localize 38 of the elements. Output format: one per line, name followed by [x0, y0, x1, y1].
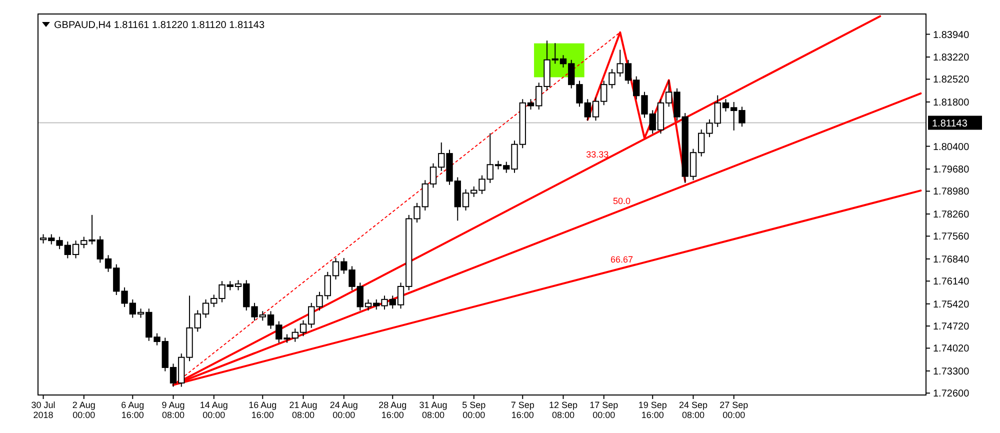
- series-label: 66.67: [610, 254, 634, 264]
- y-tick-label: 1.78980: [933, 186, 970, 198]
- ref-line-label: 1.81143: [932, 118, 968, 130]
- y-tick-label: 1.75420: [933, 299, 970, 310]
- x-tick-label: 16 Aug 16:00: [248, 400, 277, 420]
- y-tick-label: 1.73300: [933, 366, 970, 378]
- x-tick-label: 27 Sep 00:00: [720, 400, 748, 420]
- x-tick-label: 21 Aug 08:00: [289, 400, 318, 420]
- x-tick-label: 31 Aug 08:00: [419, 400, 448, 420]
- x-tick-label: 6 Aug 16:00: [121, 400, 144, 420]
- y-tick-label: 1.76140: [933, 276, 970, 288]
- x-tick-label: 24 Sep 08:00: [678, 400, 708, 420]
- x-tick-label: 12 Sep 08:00: [548, 400, 578, 420]
- y-tick-label: 1.80400: [933, 142, 970, 153]
- x-tick-label: 19 Sep 16:00: [638, 400, 667, 420]
- x-tick-label: 24 Aug 00:00: [330, 400, 358, 420]
- y-tick-label: 1.77560: [933, 232, 970, 243]
- series-label: 33.33: [586, 150, 609, 160]
- x-tick-label: 14 Aug 00:00: [200, 400, 228, 420]
- y-tick-label: 1.81800: [933, 97, 970, 108]
- y-tick-label: 1.82520: [933, 74, 970, 86]
- y-tick-label: 1.79680: [933, 164, 970, 176]
- y-tick-label: 1.78260: [933, 209, 970, 220]
- y-tick-label: 1.74020: [933, 344, 970, 355]
- x-tick-label: 7 Sep 16:00: [510, 400, 534, 420]
- x-tick-label: 17 Sep 00:00: [590, 400, 618, 420]
- x-tick-label: 30 Jul 2018: [31, 400, 56, 420]
- text: GBPAUD,H4 1.81161 1.81220 1.81120 1.81143: [54, 20, 265, 31]
- y-tick-label: 1.83220: [933, 52, 970, 64]
- y-tick-label: 1.76840: [933, 254, 970, 266]
- series-label: 50.0: [612, 196, 631, 206]
- x-tick-label: 9 Aug 08:00: [162, 400, 185, 420]
- y-tick-label: 1.74720: [933, 322, 970, 333]
- y-tick-label: 1.72600: [933, 388, 970, 400]
- x-tick-label: 2 Aug 00:00: [72, 400, 96, 420]
- x-tick-label: 5 Sep 00:00: [462, 400, 486, 420]
- y-tick-label: 1.83940: [933, 30, 970, 41]
- x-tick-label: 28 Aug 16:00: [378, 400, 407, 420]
